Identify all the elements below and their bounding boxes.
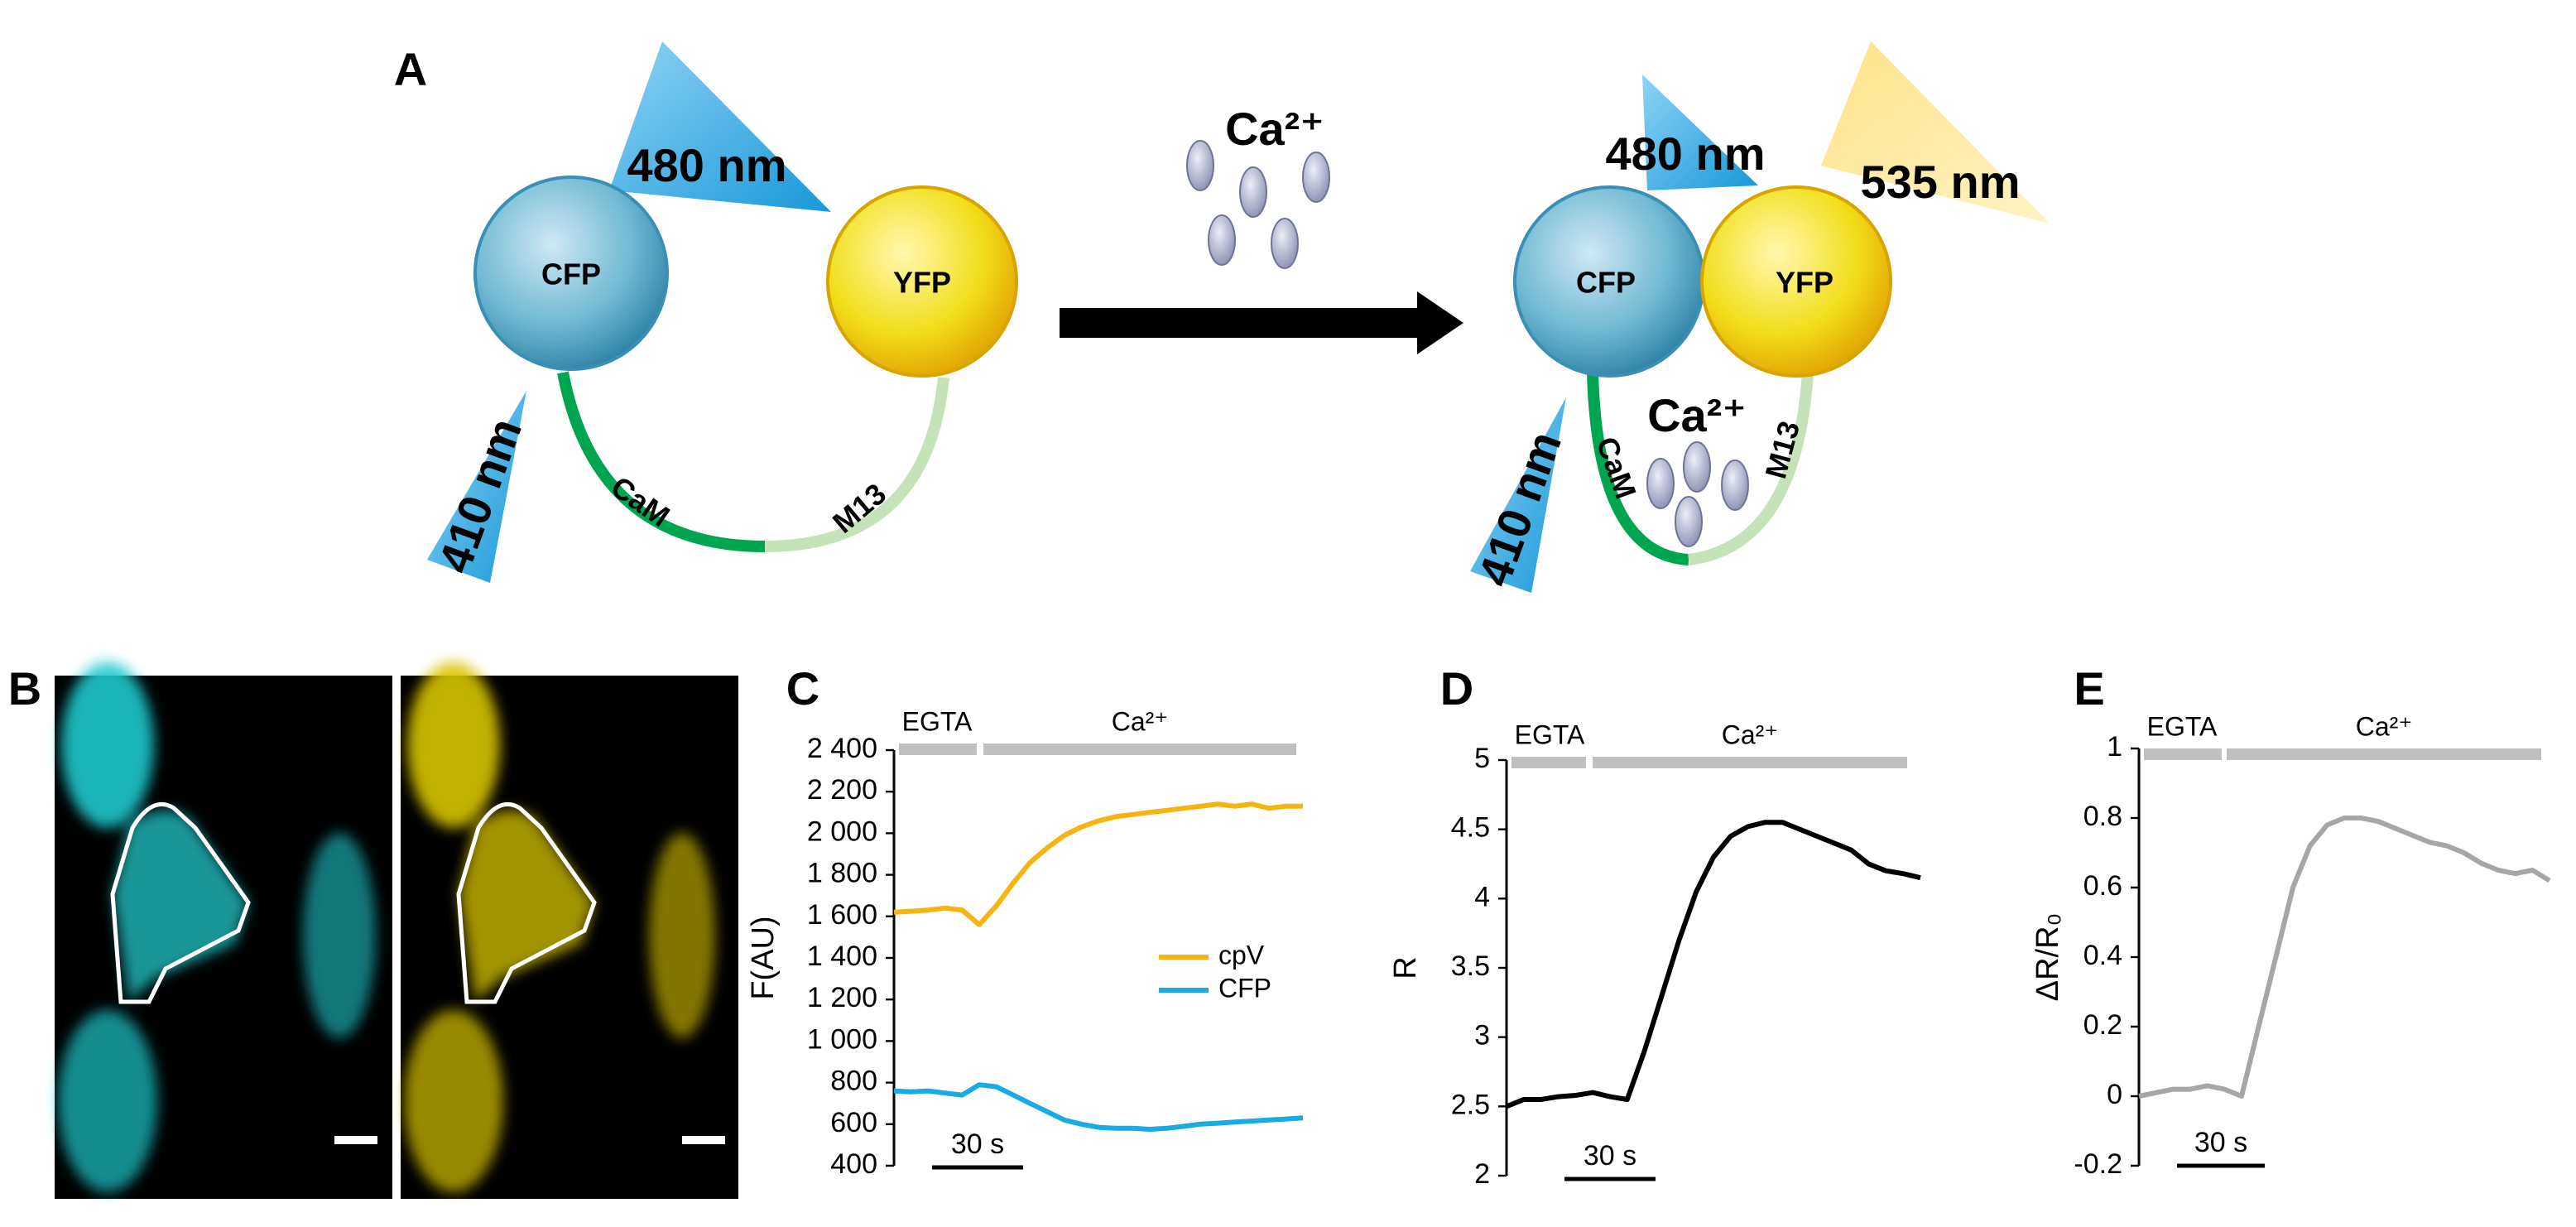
y-tick-label: 4.5 [1451,812,1490,844]
ions [1646,441,1749,547]
source-beam [427,391,526,583]
y-tick-label: 4 [1474,881,1490,912]
y-tick-label: 0.6 [2083,870,2122,902]
source-beam [1470,397,1566,593]
y-tick-label: 0 [2107,1079,2122,1110]
treatment-bar [1511,757,1586,768]
cells [404,662,715,1192]
y-tick-label: 800 [830,1066,877,1097]
scale-bar [682,1136,725,1144]
y-tick-label: 0.8 [2083,801,2122,832]
y-tick-label: 2 000 [807,816,877,847]
y-axis-label: ΔR/R₀ [2031,913,2065,1002]
wavelength: 410 nm [428,411,531,580]
scale-bar-label: 30 s [2194,1127,2247,1158]
y-tick-label: 5 [1474,743,1490,774]
yfp-sphere [826,185,1018,378]
y-tick-label: 3 [1474,1020,1490,1051]
treatment-label: EGTA [1515,719,1585,749]
excitation-beam [609,41,831,212]
wavelength: 480 nm [627,139,787,191]
arrow [1060,308,1420,338]
y-tick-label: 400 [830,1148,877,1180]
y-tick-label: 1 000 [807,1023,877,1055]
y-tick-label: 1 800 [807,858,877,889]
y-tick-label: -0.2 [2074,1148,2122,1180]
y-tick-label: 0.2 [2083,1009,2122,1041]
treatment-label: Ca²⁺ [2356,711,2412,741]
scale-bar [334,1136,377,1144]
treatment-label: Ca²⁺ [1722,719,1778,749]
series-line [1505,820,1921,1109]
y-tick-label: 2 [1474,1158,1490,1190]
y-tick-label: 1 600 [807,899,877,931]
treatment-bar [2227,748,2541,760]
treatment-label: EGTA [2147,711,2218,741]
cfp-sphere [473,176,669,371]
ions [1186,140,1330,269]
ion-label: Ca²⁺ [1647,389,1747,441]
linker [1688,372,1814,565]
y-tick-label: 1 200 [807,982,877,1013]
treatment-bar [983,743,1296,755]
ion-label: Ca²⁺ [1225,103,1324,155]
micrographs: B [8,662,738,1199]
y-axis-label: F(AU) [746,916,781,999]
legend-label: cpV [1218,940,1265,970]
arrow-head [1417,291,1463,354]
wavelength: 410 nm [1468,425,1571,593]
treatment-label: EGTA [902,706,973,736]
panel-label: A [394,43,427,95]
series-line [2138,816,2551,1099]
treatment-bar [1593,757,1907,768]
treatment-bar [899,743,977,755]
linker-label: CaM [1590,432,1644,503]
y-tick-label: 1 [2107,731,2122,763]
protein-label: YFP [893,266,951,300]
scale-bar-label: 30 s [951,1128,1004,1160]
y-tick-label: 3.5 [1451,950,1490,982]
series-line [893,801,1303,927]
protein-label: YFP [1776,266,1833,300]
treatment-label: Ca²⁺ [1112,706,1168,736]
panel-label: D [1440,662,1473,715]
roi [110,802,251,1004]
linker-label: M13 [1758,417,1806,482]
wavelength: 480 nm [1606,128,1766,180]
panel-label: B [8,662,41,715]
diagram: A 480 nm CFP YFP 410 nm CaM M13 Ca²⁺ 480… [394,41,2050,593]
series-line [893,1082,1304,1132]
y-tick-label: 2 200 [807,774,877,806]
legend-label: CFP [1218,973,1271,1003]
linker [557,371,766,552]
protein-label: CFP [1576,266,1636,300]
y-tick-label: 1 400 [807,941,877,972]
y-tick-label: 0.4 [2083,940,2122,971]
y-tick-label: 600 [830,1107,877,1138]
scale-bar-label: 30 s [1584,1140,1636,1172]
y-tick-label: 2 400 [807,733,877,764]
yfp-sphere [1700,185,1892,378]
excitation-beam [1642,75,1758,190]
y-tick-label: 2.5 [1451,1089,1490,1120]
roi [456,802,597,1004]
emission-beam [1821,41,2050,224]
treatment-bar [2144,748,2222,760]
linker [764,377,949,552]
linker [1587,372,1689,565]
y-axis-label: R [1388,956,1423,979]
wavelength: 535 nm [1861,156,2021,208]
panel-label: C [786,662,819,715]
protein-label: CFP [541,257,601,291]
panel-label: E [2074,662,2104,715]
